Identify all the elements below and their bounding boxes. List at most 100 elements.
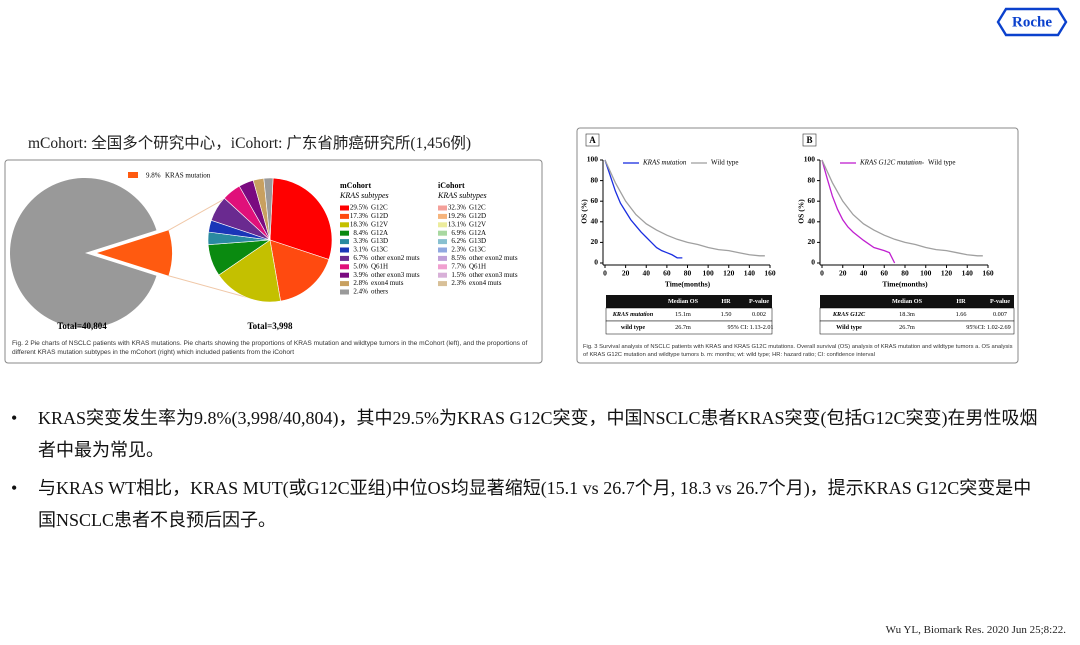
figure-caption: Fig. 2 Pie charts of NSCLC patients with… bbox=[12, 340, 528, 356]
legend-label: KRAS mutation bbox=[165, 172, 211, 180]
panel-label: A bbox=[589, 135, 596, 145]
survival-curve bbox=[604, 159, 683, 259]
panel-label: B bbox=[806, 135, 812, 145]
legend-value: 1.5% bbox=[451, 271, 466, 279]
legend-swatch bbox=[438, 222, 447, 228]
legend-label: G13D bbox=[371, 237, 388, 245]
table-header: P-value bbox=[990, 298, 1010, 305]
x-tick-label: 80 bbox=[684, 269, 692, 278]
legend-value: 2.4% bbox=[353, 288, 368, 296]
legend-swatch bbox=[438, 255, 447, 261]
legend-swatch bbox=[340, 264, 349, 270]
legend-value: 6.9% bbox=[451, 229, 466, 237]
legend-label: G12V bbox=[371, 220, 388, 228]
legend-swatch bbox=[438, 239, 447, 245]
y-tick-label: 40 bbox=[591, 217, 599, 226]
legend-value: 5.0% bbox=[353, 262, 368, 270]
legend-label: exon4 muts bbox=[469, 279, 502, 287]
legend-value: 2.3% bbox=[451, 279, 466, 287]
pie-slice bbox=[269, 177, 333, 260]
table-header: P-value bbox=[749, 298, 769, 305]
x-tick-label: 60 bbox=[663, 269, 671, 278]
table-header: HR bbox=[721, 298, 731, 305]
table-header-bg bbox=[820, 295, 1014, 308]
legend-value: 17.3% bbox=[350, 212, 368, 220]
legend-value: 32.3% bbox=[448, 204, 466, 212]
legend-value: 18.3% bbox=[350, 220, 368, 228]
legend-label: Wild type bbox=[711, 159, 739, 167]
x-tick-label: 160 bbox=[982, 269, 994, 278]
legend-swatch bbox=[340, 213, 349, 219]
y-tick-label: 60 bbox=[591, 196, 599, 205]
pie-slice bbox=[263, 177, 274, 241]
y-tick-label: 60 bbox=[808, 196, 816, 205]
bullet: KRAS突变发生率为9.8%(3,998/40,804)，其中29.5%为KRA… bbox=[11, 402, 1048, 466]
x-tick-label: 0 bbox=[820, 269, 824, 278]
pie-total: Total=3,998 bbox=[247, 321, 293, 331]
y-tick-label: 80 bbox=[808, 175, 816, 184]
legend-value: 2.8% bbox=[353, 279, 368, 287]
legend-label: G13C bbox=[469, 246, 486, 254]
legend-value: 9.8% bbox=[146, 172, 161, 180]
legend-swatch bbox=[340, 205, 349, 211]
bullet: 与KRAS WT相比，KRAS MUT(或G12C亚组)中位OS均显著缩短(15… bbox=[11, 472, 1048, 536]
pie-slice bbox=[10, 177, 157, 328]
panel-label-box bbox=[802, 133, 817, 147]
pie-slice bbox=[218, 239, 281, 303]
legend-value: 6.2% bbox=[451, 237, 466, 245]
legend-label: G12C bbox=[469, 204, 486, 212]
y-tick-label: 20 bbox=[808, 237, 816, 246]
y-axis-label: OS (%) bbox=[797, 199, 806, 224]
table-header: Median OS bbox=[668, 298, 699, 305]
survival-curve bbox=[821, 159, 983, 257]
legend-subtitle: KRAS subtypes bbox=[437, 191, 487, 200]
table-cell: 95% CI: 1.13-2.01 bbox=[727, 324, 773, 331]
logo: Roche bbox=[1012, 14, 1052, 30]
legend-label: G12A bbox=[469, 229, 486, 237]
legend-label: G12C bbox=[371, 204, 388, 212]
legend-swatch bbox=[340, 222, 349, 228]
legend-value: 29.5% bbox=[350, 204, 368, 212]
survival-curve bbox=[604, 159, 765, 257]
legend-swatch bbox=[438, 247, 447, 253]
y-tick-label: 80 bbox=[591, 175, 599, 184]
legend-label: KRAS mutation bbox=[642, 159, 687, 167]
legend-label: G12A bbox=[371, 229, 388, 237]
y-tick-label: 40 bbox=[808, 217, 816, 226]
legend-label: other exon3 muts bbox=[371, 271, 420, 279]
subtitle: mCohort: 全国多个研究中心，iCohort: 广东省肺癌研究所(1,45… bbox=[28, 135, 472, 152]
legend-value: 3.3% bbox=[353, 237, 368, 245]
legend-label: exon4 muts bbox=[371, 279, 404, 287]
legend-swatch bbox=[340, 289, 349, 295]
legend-label: G12D bbox=[469, 212, 486, 220]
legend-subtitle: KRAS subtypes bbox=[339, 191, 389, 200]
legend-value: 2.3% bbox=[451, 246, 466, 254]
table-cell: wild type bbox=[621, 324, 645, 331]
x-tick-label: 80 bbox=[901, 269, 909, 278]
legend-title: mCohort bbox=[340, 181, 371, 190]
legend-swatch bbox=[340, 247, 349, 253]
table-row bbox=[605, 320, 773, 335]
x-tick-label: 60 bbox=[881, 269, 889, 278]
pie-slice bbox=[97, 230, 172, 276]
legend-label: other exon2 muts bbox=[469, 254, 518, 262]
legend-label: G12D bbox=[371, 212, 388, 220]
table-header: HR bbox=[956, 298, 966, 305]
legend-value: 8.4% bbox=[353, 229, 368, 237]
table-row bbox=[819, 320, 1015, 335]
legend-swatch bbox=[340, 281, 349, 287]
table-cell: 0.007 bbox=[993, 311, 1007, 318]
legend-swatch bbox=[340, 230, 349, 236]
table-cell: KRAS mutation bbox=[612, 311, 654, 318]
legend-swatch bbox=[340, 239, 349, 245]
logo-hexagon bbox=[996, 7, 1068, 37]
legend-label: Q61H bbox=[371, 262, 388, 270]
panel-label-box bbox=[585, 133, 600, 147]
table-cell: Wild type bbox=[836, 324, 862, 331]
legend-label: other exon3 muts bbox=[469, 271, 518, 279]
y-axis-label: OS (%) bbox=[580, 199, 589, 224]
legend-label: others bbox=[371, 288, 388, 296]
legend-value: 3.1% bbox=[353, 246, 368, 254]
x-tick-label: 40 bbox=[860, 269, 868, 278]
